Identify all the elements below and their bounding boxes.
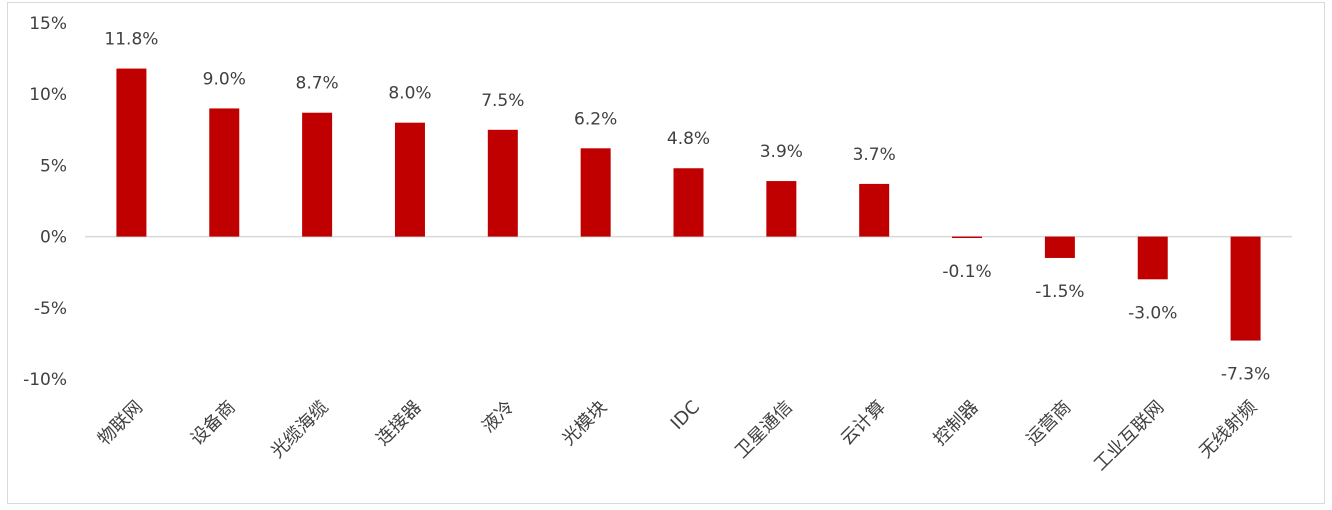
category-label: 液冷 [478,397,518,437]
y-tick-label: 5% [40,156,67,176]
category-label: 连接器 [372,397,425,450]
category-label: 卫星通信 [731,397,797,463]
bar [1044,236,1075,258]
category-label: 运营商 [1022,397,1075,450]
y-tick-label: -10% [23,370,67,390]
y-tick-label: 0% [40,228,67,248]
data-label: 7.5% [481,91,524,111]
value-labels-group: 11.8% 9.0% 8.7% 8.0% 7.5% 6.2% 4.8% 3.9% 3.7% -0.… [104,30,1270,385]
bar [1137,236,1168,280]
data-label: 4.8% [667,129,710,149]
data-label: 8.0% [388,84,431,104]
y-tick-label: 10% [29,85,67,105]
y-tick-label: -5% [34,299,67,319]
data-label: -3.0% [1128,303,1177,323]
category-label: IDC [667,397,704,434]
data-label: 8.7% [296,74,339,94]
category-label: 光缆海缆 [267,397,333,463]
bar [673,168,704,237]
data-label: 9.0% [203,69,246,89]
data-label: 3.9% [760,142,803,162]
bars-group [116,68,1261,341]
data-label: 11.8% [104,30,158,50]
category-label: 云计算 [837,397,890,450]
bar [302,112,333,237]
bar [1230,236,1261,341]
y-axis-ticks: 15% 10% 5% 0% -5% -10% [23,14,67,390]
bar [487,129,518,237]
data-label: 3.7% [853,145,896,165]
category-label: 设备商 [187,397,240,450]
category-label: 控制器 [930,397,983,450]
bar [859,183,890,237]
data-label: -0.1% [942,262,991,282]
bar [766,181,797,237]
category-label: 无线射频 [1195,397,1261,463]
category-label: 物联网 [94,397,147,450]
bar [116,68,147,237]
category-label: 工业互联网 [1090,397,1168,475]
chart-frame [7,2,1325,504]
category-labels-group: 物联网 设备商 光缆海缆 连接器 液冷 光模块 IDC 卫星通信 云计算 控制器 运营商 工业互联网无… [94,397,1261,475]
data-label: 6.2% [574,109,617,129]
bar [580,148,611,237]
y-tick-label: 15% [29,14,67,34]
bar [394,122,425,237]
bar [952,236,983,239]
data-label: -7.3% [1221,365,1270,385]
bar [209,108,240,237]
data-label: -1.5% [1035,282,1084,302]
category-label: 光模块 [558,397,611,450]
